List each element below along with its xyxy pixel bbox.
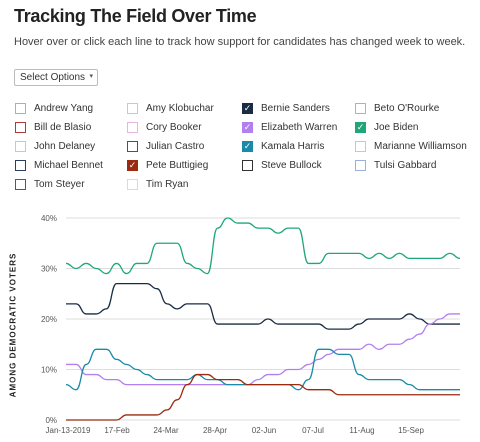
checkbox-icon[interactable] [15, 160, 26, 171]
series-line-pete-buttigieg [66, 373, 460, 421]
legend-label: Elizabeth Warren [261, 122, 338, 133]
legend-label: Marianne Williamson [374, 141, 467, 152]
legend-item-steve-bullock[interactable]: Steve Bullock [242, 160, 322, 171]
legend-item-michael-bennet[interactable]: Michael Bennet [15, 160, 103, 171]
page-title: Tracking The Field Over Time [14, 6, 257, 26]
checkbox-icon[interactable] [355, 103, 366, 114]
x-tick-label: Jan-13-2019 [46, 426, 91, 435]
legend-label: Bernie Sanders [261, 103, 330, 114]
legend-label: Pete Buttigieg [146, 160, 209, 171]
checkbox-icon[interactable] [15, 141, 26, 152]
checkbox-checked-icon[interactable]: ✓ [127, 160, 138, 171]
legend-label: Cory Booker [146, 122, 202, 133]
page-subtitle: Hover over or click each line to track h… [14, 36, 466, 48]
legend-label: Tom Steyer [34, 179, 85, 190]
legend-item-amy-klobuchar[interactable]: Amy Klobuchar [127, 103, 214, 114]
x-tick-label: 07-Jul [302, 426, 324, 435]
legend-item-tom-steyer[interactable]: Tom Steyer [15, 179, 85, 190]
legend-item-marianne-williamson[interactable]: Marianne Williamson [355, 141, 467, 152]
checkbox-icon[interactable] [15, 103, 26, 114]
legend-label: Michael Bennet [34, 160, 103, 171]
series-line-bernie-sanders [66, 283, 460, 330]
legend-label: Steve Bullock [261, 160, 322, 171]
legend-item-elizabeth-warren[interactable]: ✓ Elizabeth Warren [242, 122, 337, 133]
chevron-down-icon: ▾ [89, 73, 93, 80]
legend-label: Julian Castro [146, 141, 205, 152]
legend-label: Tulsi Gabbard [374, 160, 437, 171]
checkbox-icon[interactable] [15, 179, 26, 190]
y-tick-label: 40% [41, 214, 57, 223]
legend-label: Beto O'Rourke [374, 103, 440, 114]
legend-label: Joe Biden [374, 122, 419, 133]
checkbox-icon[interactable] [355, 141, 366, 152]
checkbox-icon[interactable] [355, 160, 366, 171]
checkbox-icon[interactable] [15, 122, 26, 133]
checkbox-icon[interactable] [127, 179, 138, 190]
series-line-elizabeth-warren [66, 313, 460, 386]
checkbox-checked-icon[interactable]: ✓ [355, 122, 366, 133]
legend-label: Andrew Yang [34, 103, 94, 114]
legend-label: Kamala Harris [261, 141, 325, 152]
legend-item-bernie-sanders[interactable]: ✓ Bernie Sanders [242, 103, 330, 114]
checkbox-icon[interactable] [242, 160, 253, 171]
y-tick-label: 30% [41, 265, 57, 274]
legend-label: John Delaney [34, 141, 96, 152]
legend-item-joe-biden[interactable]: ✓ Joe Biden [355, 122, 418, 133]
legend-label: Bill de Blasio [34, 122, 92, 133]
legend-item-andrew-yang[interactable]: Andrew Yang [15, 103, 93, 114]
candidate-legend: Andrew Yang Amy Klobuchar ✓ Bernie Sanders B… [15, 103, 475, 193]
checkbox-icon[interactable] [127, 103, 138, 114]
checkbox-checked-icon[interactable]: ✓ [242, 141, 253, 152]
legend-item-pete-buttigieg[interactable]: ✓ Pete Buttigieg [127, 160, 208, 171]
legend-label: Tim Ryan [146, 179, 189, 190]
legend-item-tulsi-gabbard[interactable]: Tulsi Gabbard [355, 160, 436, 171]
x-tick-label: 17-Feb [104, 426, 130, 435]
legend-item-cory-booker[interactable]: Cory Booker [127, 122, 202, 133]
checkbox-checked-icon[interactable]: ✓ [242, 122, 253, 133]
legend-label: Amy Klobuchar [146, 103, 214, 114]
checkbox-checked-icon[interactable]: ✓ [242, 103, 253, 114]
checkbox-icon[interactable] [127, 122, 138, 133]
legend-item-bill-de-blasio[interactable]: Bill de Blasio [15, 122, 91, 133]
checkbox-icon[interactable] [127, 141, 138, 152]
y-tick-label: 20% [41, 315, 57, 324]
legend-item-john-delaney[interactable]: John Delaney [15, 141, 95, 152]
legend-item-julian-castro[interactable]: Julian Castro [127, 141, 204, 152]
line-chart: 0% 10% 20% 30% 40% Jan-13-2019 17-Feb 24-Mar 28-… [41, 214, 461, 435]
select-options-label: Select Options [20, 72, 86, 83]
x-tick-label: 11-Aug [349, 426, 374, 435]
legend-item-beto-o-rourke[interactable]: Beto O'Rourke [355, 103, 439, 114]
series-line-joe-biden [65, 217, 461, 275]
y-tick-label: 10% [41, 366, 57, 375]
select-options-dropdown[interactable]: Select Options ▾ [14, 69, 98, 86]
legend-item-kamala-harris[interactable]: ✓ Kamala Harris [242, 141, 324, 152]
x-tick-label: 02-Jun [252, 426, 276, 435]
y-tick-label: 0% [45, 416, 57, 425]
x-tick-label: 15-Sep [398, 426, 424, 435]
x-tick-label: 24-Mar [153, 426, 179, 435]
legend-item-tim-ryan[interactable]: Tim Ryan [127, 179, 188, 190]
x-tick-label: 28-Apr [203, 426, 227, 435]
